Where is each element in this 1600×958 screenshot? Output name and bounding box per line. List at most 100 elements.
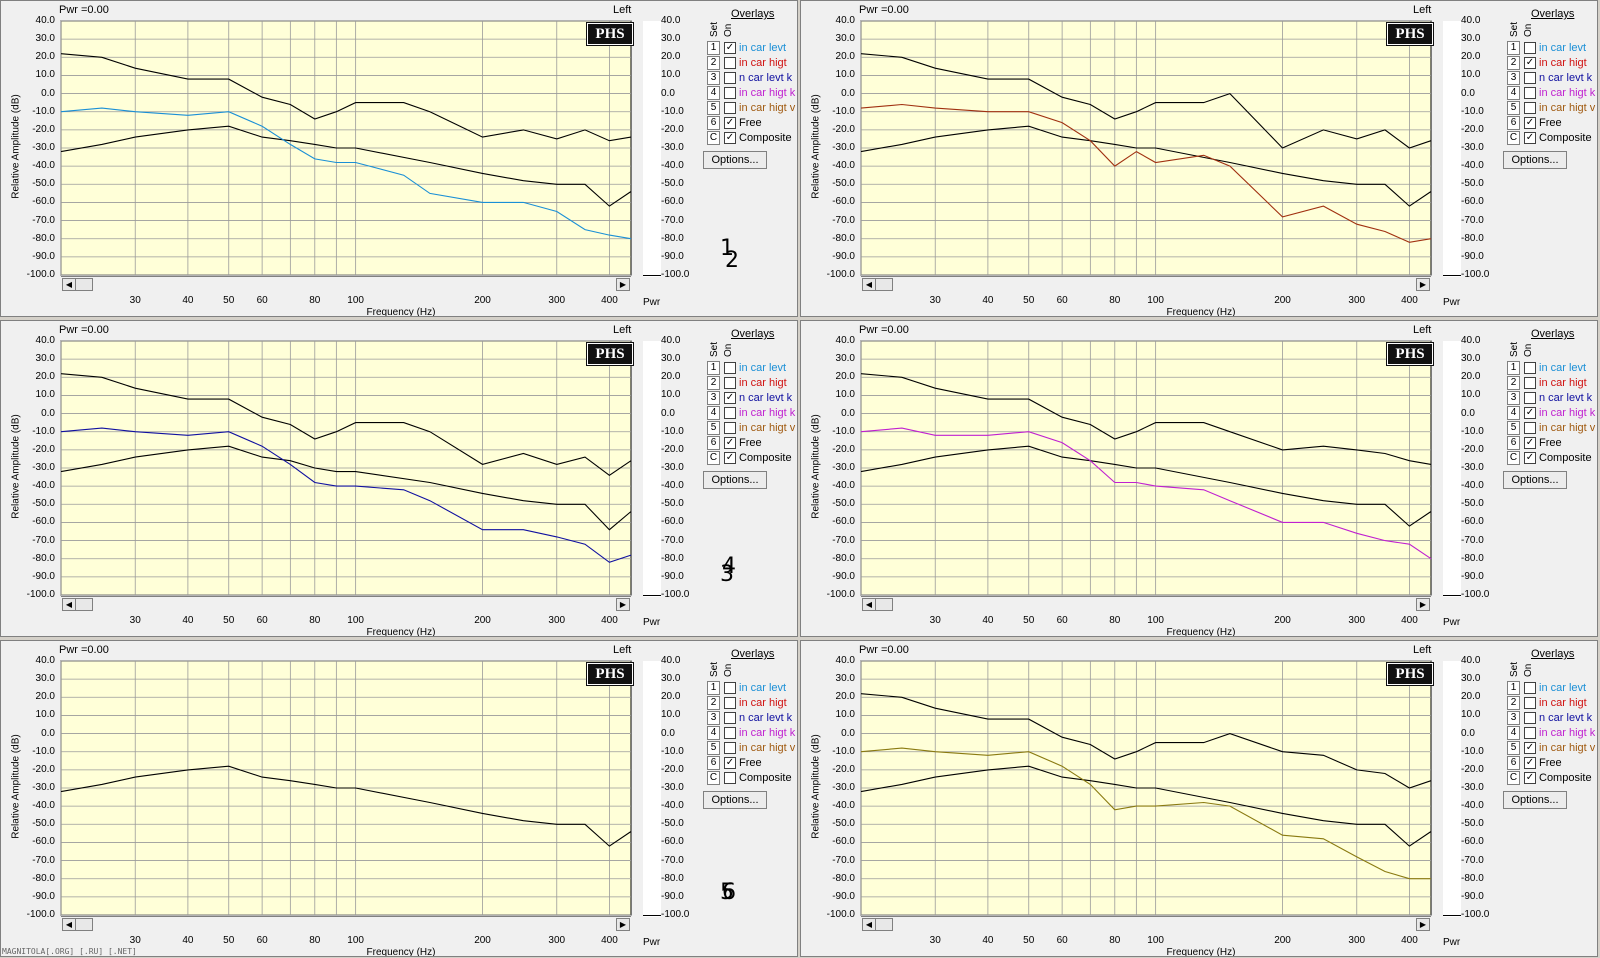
options-button[interactable]: Options... — [703, 791, 767, 809]
scroll-left-button[interactable]: ◀ — [862, 278, 876, 291]
overlay-checkbox[interactable] — [724, 742, 736, 754]
overlay-checkbox[interactable] — [724, 422, 736, 434]
overlay-set-button[interactable]: 3 — [707, 391, 720, 405]
overlay-set-button[interactable]: 5 — [707, 421, 720, 435]
overlay-checkbox[interactable]: ✓ — [1524, 132, 1536, 144]
overlay-set-button[interactable]: C — [707, 451, 720, 465]
scroll-left-button[interactable]: ◀ — [62, 278, 76, 291]
overlay-checkbox[interactable] — [1524, 422, 1536, 434]
overlay-set-button[interactable]: 1 — [1507, 41, 1520, 55]
overlay-set-button[interactable]: 4 — [707, 86, 720, 100]
overlay-set-button[interactable]: 3 — [1507, 391, 1520, 405]
overlay-set-button[interactable]: 5 — [1507, 741, 1520, 755]
overlay-set-button[interactable]: 5 — [1507, 101, 1520, 115]
overlay-set-button[interactable]: 3 — [707, 711, 720, 725]
overlay-checkbox[interactable]: ✓ — [1524, 757, 1536, 769]
overlay-checkbox[interactable]: ✓ — [724, 42, 736, 54]
pwr-slider[interactable] — [1443, 21, 1461, 277]
pwr-slider[interactable] — [643, 341, 661, 597]
overlay-checkbox[interactable] — [1524, 727, 1536, 739]
scroll-thumb[interactable] — [875, 598, 893, 611]
options-button[interactable]: Options... — [703, 151, 767, 169]
overlay-checkbox[interactable]: ✓ — [724, 437, 736, 449]
overlay-checkbox[interactable] — [724, 407, 736, 419]
options-button[interactable]: Options... — [1503, 151, 1567, 169]
scroll-right-button[interactable]: ▶ — [616, 278, 630, 291]
overlay-set-button[interactable]: C — [1507, 451, 1520, 465]
overlay-checkbox[interactable] — [724, 57, 736, 69]
scroll-right-button[interactable]: ▶ — [1416, 918, 1430, 931]
overlay-set-button[interactable]: 2 — [1507, 696, 1520, 710]
overlay-checkbox[interactable] — [1524, 362, 1536, 374]
overlay-checkbox[interactable] — [1524, 42, 1536, 54]
scroll-left-button[interactable]: ◀ — [862, 598, 876, 611]
pwr-slider[interactable] — [643, 21, 661, 277]
scroll-thumb[interactable] — [75, 278, 93, 291]
overlay-set-button[interactable]: 6 — [1507, 756, 1520, 770]
overlay-checkbox[interactable] — [724, 377, 736, 389]
scroll-right-button[interactable]: ▶ — [1416, 598, 1430, 611]
overlay-checkbox[interactable]: ✓ — [1524, 57, 1536, 69]
overlay-checkbox[interactable] — [1524, 87, 1536, 99]
overlay-set-button[interactable]: 1 — [1507, 361, 1520, 375]
overlay-set-button[interactable]: 6 — [1507, 116, 1520, 130]
options-button[interactable]: Options... — [703, 471, 767, 489]
overlay-checkbox[interactable]: ✓ — [724, 392, 736, 404]
overlay-set-button[interactable]: 3 — [1507, 711, 1520, 725]
overlay-checkbox[interactable]: ✓ — [1524, 407, 1536, 419]
overlay-set-button[interactable]: 4 — [1507, 86, 1520, 100]
overlay-set-button[interactable]: 6 — [1507, 436, 1520, 450]
overlay-set-button[interactable]: 2 — [707, 376, 720, 390]
overlay-checkbox[interactable] — [1524, 377, 1536, 389]
overlay-checkbox[interactable] — [724, 362, 736, 374]
overlay-checkbox[interactable] — [1524, 712, 1536, 724]
overlay-checkbox[interactable] — [724, 87, 736, 99]
overlay-set-button[interactable]: 3 — [1507, 71, 1520, 85]
overlay-checkbox[interactable] — [724, 72, 736, 84]
overlay-set-button[interactable]: 6 — [707, 436, 720, 450]
scroll-right-button[interactable]: ▶ — [616, 598, 630, 611]
overlay-checkbox[interactable] — [1524, 697, 1536, 709]
overlay-set-button[interactable]: 4 — [1507, 406, 1520, 420]
scroll-right-button[interactable]: ▶ — [616, 918, 630, 931]
overlay-set-button[interactable]: 5 — [707, 741, 720, 755]
options-button[interactable]: Options... — [1503, 471, 1567, 489]
horizontal-scrollbar[interactable]: ◀ ▶ — [861, 596, 1431, 611]
overlay-checkbox[interactable]: ✓ — [724, 132, 736, 144]
overlay-checkbox[interactable]: ✓ — [724, 452, 736, 464]
overlay-set-button[interactable]: 3 — [707, 71, 720, 85]
pwr-slider[interactable] — [1443, 341, 1461, 597]
overlay-set-button[interactable]: C — [1507, 131, 1520, 145]
overlay-checkbox[interactable] — [724, 102, 736, 114]
overlay-set-button[interactable]: 2 — [1507, 56, 1520, 70]
overlay-set-button[interactable]: C — [707, 131, 720, 145]
horizontal-scrollbar[interactable]: ◀ ▶ — [61, 276, 631, 291]
overlay-set-button[interactable]: 5 — [1507, 421, 1520, 435]
overlay-checkbox[interactable]: ✓ — [1524, 742, 1536, 754]
scroll-thumb[interactable] — [875, 918, 893, 931]
overlay-set-button[interactable]: 1 — [707, 681, 720, 695]
overlay-checkbox[interactable]: ✓ — [1524, 437, 1536, 449]
overlay-checkbox[interactable] — [724, 712, 736, 724]
overlay-set-button[interactable]: 6 — [707, 756, 720, 770]
overlay-set-button[interactable]: 1 — [707, 41, 720, 55]
overlay-checkbox[interactable]: ✓ — [1524, 452, 1536, 464]
overlay-checkbox[interactable]: ✓ — [724, 757, 736, 769]
overlay-set-button[interactable]: 4 — [707, 726, 720, 740]
overlay-checkbox[interactable]: ✓ — [1524, 117, 1536, 129]
scroll-left-button[interactable]: ◀ — [862, 918, 876, 931]
overlay-checkbox[interactable] — [1524, 682, 1536, 694]
overlay-checkbox[interactable] — [1524, 392, 1536, 404]
horizontal-scrollbar[interactable]: ◀ ▶ — [861, 916, 1431, 931]
pwr-slider[interactable] — [1443, 661, 1461, 917]
options-button[interactable]: Options... — [1503, 791, 1567, 809]
overlay-set-button[interactable]: 2 — [707, 696, 720, 710]
scroll-thumb[interactable] — [75, 918, 93, 931]
overlay-checkbox[interactable] — [1524, 102, 1536, 114]
horizontal-scrollbar[interactable]: ◀ ▶ — [61, 596, 631, 611]
overlay-checkbox[interactable]: ✓ — [1524, 772, 1536, 784]
horizontal-scrollbar[interactable]: ◀ ▶ — [61, 916, 631, 931]
overlay-set-button[interactable]: 2 — [1507, 376, 1520, 390]
overlay-set-button[interactable]: 4 — [707, 406, 720, 420]
scroll-thumb[interactable] — [875, 278, 893, 291]
